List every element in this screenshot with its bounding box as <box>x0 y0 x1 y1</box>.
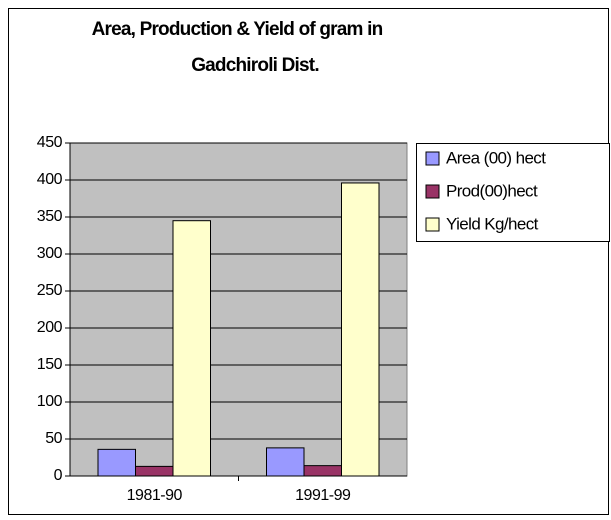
chart-title: Gadchiroli Dist. <box>191 55 319 76</box>
y-tick-label: 150 <box>37 356 63 373</box>
legend-swatch <box>425 184 440 199</box>
x-tick-label: 1991-99 <box>295 487 351 504</box>
legend-swatch <box>425 217 440 232</box>
y-tick-label: 450 <box>37 134 63 151</box>
y-tick-label: 250 <box>37 282 63 299</box>
legend-box <box>416 143 610 242</box>
bar <box>97 448 136 477</box>
bar <box>172 220 211 477</box>
legend-swatch <box>425 151 440 166</box>
y-tick-label: 50 <box>45 430 62 447</box>
x-tick-label: 1981-90 <box>127 487 183 504</box>
y-tick-label: 400 <box>37 171 63 188</box>
bar <box>266 447 305 477</box>
y-tick-label: 0 <box>54 467 63 484</box>
y-tick-label: 300 <box>37 245 63 262</box>
bar <box>341 182 380 477</box>
legend-label: Prod(00)hect <box>446 181 538 200</box>
legend-label: Yield Kg/hect <box>446 214 539 233</box>
bar <box>135 465 174 477</box>
legend-label: Area (00) hect <box>446 148 546 167</box>
chart-title: Area, Production & Yield of gram in <box>92 19 383 40</box>
y-tick-label: 200 <box>37 319 63 336</box>
y-tick-label: 350 <box>37 208 63 225</box>
bar <box>303 465 342 477</box>
y-tick-label: 100 <box>37 393 63 410</box>
